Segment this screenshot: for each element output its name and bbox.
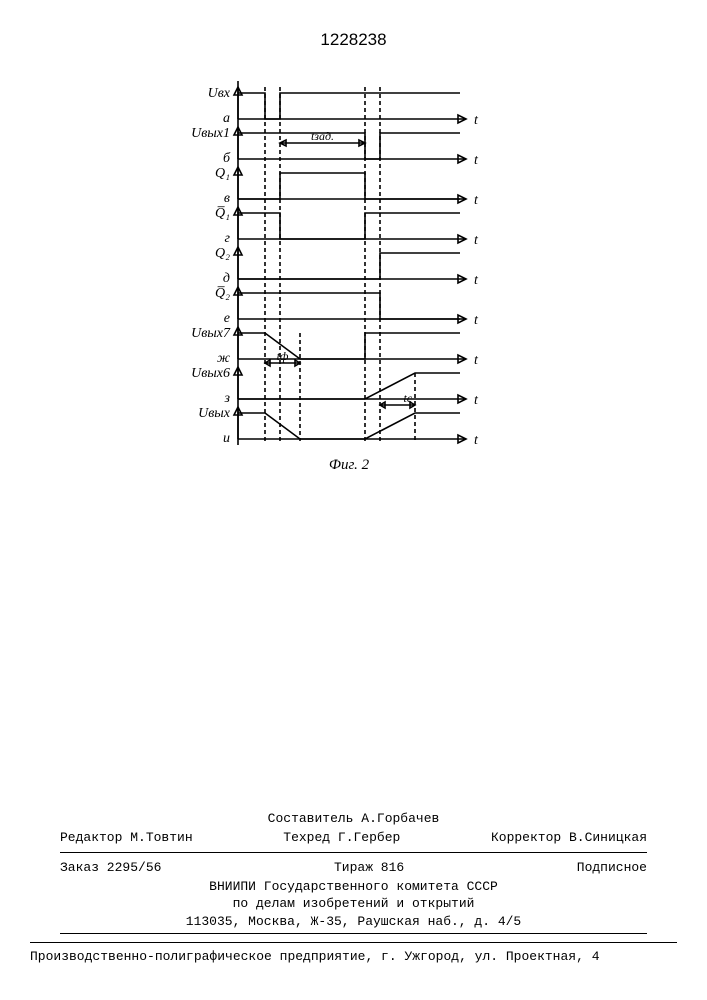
svg-text:г: г bbox=[225, 231, 231, 246]
svg-text:t: t bbox=[474, 153, 479, 168]
svg-text:Фиг. 2: Фиг. 2 bbox=[329, 457, 370, 473]
svg-text:Uвых: Uвых bbox=[198, 406, 231, 421]
svg-text:а: а bbox=[223, 111, 230, 126]
svg-text:б: б bbox=[223, 151, 231, 166]
svg-text:t: t bbox=[474, 273, 479, 288]
svg-text:t: t bbox=[474, 193, 479, 208]
org2: по делам изобретений и открытий bbox=[60, 895, 647, 913]
timing-diagram: Uвх а t Uвых1 б t tзад. Q₁ в t Q̅₁ г t Q₂ д t Q̅₂ е t Uвых7… bbox=[170, 75, 490, 505]
credits-block: Составитель А.Горбачев Редактор М.Товтин… bbox=[60, 810, 647, 937]
svg-text:t: t bbox=[474, 433, 479, 448]
svg-text:е: е bbox=[224, 311, 230, 326]
editor: Редактор М.Товтин bbox=[60, 829, 193, 847]
svg-text:ж: ж bbox=[217, 351, 230, 366]
svg-text:tф: tф bbox=[277, 349, 289, 363]
order: Заказ 2295/56 bbox=[60, 859, 161, 877]
svg-text:t: t bbox=[474, 113, 479, 128]
svg-text:д: д bbox=[223, 271, 230, 286]
svg-text:tзад.: tзад. bbox=[311, 129, 334, 143]
corrector: Корректор В.Синицкая bbox=[491, 829, 647, 847]
addr: 113035, Москва, Ж-35, Раушская наб., д. … bbox=[60, 913, 647, 931]
svg-text:t: t bbox=[474, 393, 479, 408]
svg-text:Uвых7: Uвых7 bbox=[191, 326, 231, 341]
svg-text:Q̅₂: Q̅₂ bbox=[215, 286, 230, 301]
printer-line: Производственно-полиграфическое предприя… bbox=[30, 942, 677, 964]
svg-text:Uвх: Uвх bbox=[208, 86, 231, 101]
svg-text:Q₂: Q₂ bbox=[215, 246, 230, 261]
tirazh: Тираж 816 bbox=[334, 859, 404, 877]
svg-text:з: з bbox=[224, 391, 231, 406]
svg-text:Q₁: Q₁ bbox=[215, 166, 230, 181]
svg-text:Q̅₁: Q̅₁ bbox=[215, 206, 230, 221]
techred: Техред Г.Гербер bbox=[283, 829, 400, 847]
svg-text:в: в bbox=[224, 191, 230, 206]
svg-text:Uвых1: Uвых1 bbox=[191, 126, 230, 141]
svg-text:t: t bbox=[474, 353, 479, 368]
podpis: Подписное bbox=[577, 859, 647, 877]
svg-text:t: t bbox=[474, 313, 479, 328]
svg-text:и: и bbox=[223, 431, 230, 446]
compiler: Составитель А.Горбачев bbox=[60, 810, 647, 828]
page-number: 1228238 bbox=[320, 30, 386, 50]
svg-text:tс: tс bbox=[404, 391, 413, 405]
org1: ВНИИПИ Государственного комитета СССР bbox=[60, 878, 647, 896]
svg-text:t: t bbox=[474, 233, 479, 248]
svg-text:Uвых6: Uвых6 bbox=[191, 366, 230, 381]
